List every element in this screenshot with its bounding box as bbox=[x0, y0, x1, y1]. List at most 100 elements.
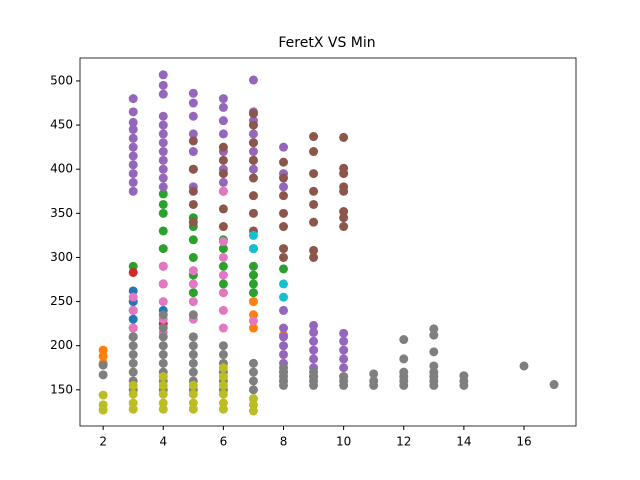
point bbox=[158, 70, 168, 80]
point bbox=[309, 320, 319, 330]
point bbox=[188, 147, 198, 157]
point bbox=[339, 182, 349, 192]
point bbox=[158, 138, 168, 148]
point bbox=[98, 390, 108, 400]
x-tick-label: 10 bbox=[336, 435, 351, 449]
point bbox=[188, 380, 198, 390]
point bbox=[218, 94, 228, 104]
point bbox=[128, 133, 138, 143]
x-tick-label: 6 bbox=[220, 435, 228, 449]
point bbox=[188, 310, 198, 320]
point bbox=[279, 142, 289, 152]
point bbox=[128, 350, 138, 360]
point bbox=[218, 279, 228, 289]
y-tick-label: 250 bbox=[50, 294, 73, 308]
point bbox=[158, 404, 168, 414]
point bbox=[158, 358, 168, 368]
point bbox=[218, 341, 228, 351]
point bbox=[248, 191, 258, 201]
point bbox=[188, 358, 198, 368]
point bbox=[279, 341, 289, 351]
point bbox=[128, 124, 138, 134]
point bbox=[188, 111, 198, 121]
point bbox=[188, 297, 198, 307]
point bbox=[98, 345, 108, 355]
point bbox=[279, 182, 289, 192]
point bbox=[218, 389, 228, 399]
point bbox=[188, 186, 198, 196]
point bbox=[128, 380, 138, 390]
point bbox=[248, 208, 258, 218]
y-tick-label: 450 bbox=[50, 118, 73, 132]
point bbox=[309, 345, 319, 355]
x-tick-label: 14 bbox=[456, 435, 471, 449]
point bbox=[248, 385, 258, 395]
point bbox=[399, 335, 409, 345]
point bbox=[218, 204, 228, 214]
point bbox=[128, 389, 138, 399]
point bbox=[188, 279, 198, 289]
point bbox=[128, 286, 138, 296]
point bbox=[128, 94, 138, 104]
point bbox=[218, 116, 228, 126]
point bbox=[128, 186, 138, 196]
point bbox=[279, 157, 289, 167]
point bbox=[339, 336, 349, 346]
point bbox=[128, 367, 138, 377]
point bbox=[128, 151, 138, 161]
point bbox=[188, 389, 198, 399]
x-tick-label: 12 bbox=[396, 435, 411, 449]
point bbox=[279, 244, 289, 254]
point bbox=[188, 129, 198, 139]
point bbox=[339, 163, 349, 173]
x-tick-label: 2 bbox=[99, 435, 107, 449]
point bbox=[218, 372, 228, 382]
point bbox=[188, 367, 198, 377]
point bbox=[158, 80, 168, 90]
x-tick-label: 8 bbox=[280, 435, 288, 449]
point bbox=[218, 252, 228, 262]
point bbox=[98, 370, 108, 380]
point bbox=[339, 213, 349, 223]
point bbox=[248, 358, 258, 368]
point bbox=[128, 142, 138, 152]
point bbox=[158, 380, 168, 390]
point bbox=[248, 261, 258, 271]
point bbox=[98, 360, 108, 370]
point bbox=[309, 252, 319, 262]
point bbox=[188, 199, 198, 209]
point bbox=[309, 147, 319, 157]
point bbox=[128, 292, 138, 302]
point bbox=[218, 102, 228, 112]
point bbox=[429, 324, 439, 334]
point bbox=[158, 226, 168, 236]
point bbox=[188, 398, 198, 408]
point bbox=[218, 186, 228, 196]
point bbox=[248, 288, 258, 298]
point bbox=[188, 288, 198, 298]
point bbox=[248, 147, 258, 157]
point bbox=[399, 367, 409, 377]
point bbox=[309, 217, 319, 227]
point bbox=[309, 245, 319, 255]
point bbox=[218, 404, 228, 414]
point bbox=[248, 155, 258, 165]
point bbox=[248, 173, 258, 183]
point bbox=[309, 336, 319, 346]
point bbox=[218, 244, 228, 254]
point bbox=[218, 380, 228, 390]
point bbox=[158, 120, 168, 130]
point bbox=[218, 288, 228, 298]
point bbox=[309, 169, 319, 179]
point bbox=[158, 279, 168, 289]
point bbox=[279, 279, 289, 289]
point bbox=[158, 372, 168, 382]
point bbox=[339, 345, 349, 355]
point bbox=[188, 235, 198, 245]
point bbox=[98, 351, 108, 361]
point bbox=[188, 332, 198, 342]
point bbox=[218, 261, 228, 271]
point bbox=[158, 389, 168, 399]
y-tick-label: 150 bbox=[50, 382, 73, 396]
